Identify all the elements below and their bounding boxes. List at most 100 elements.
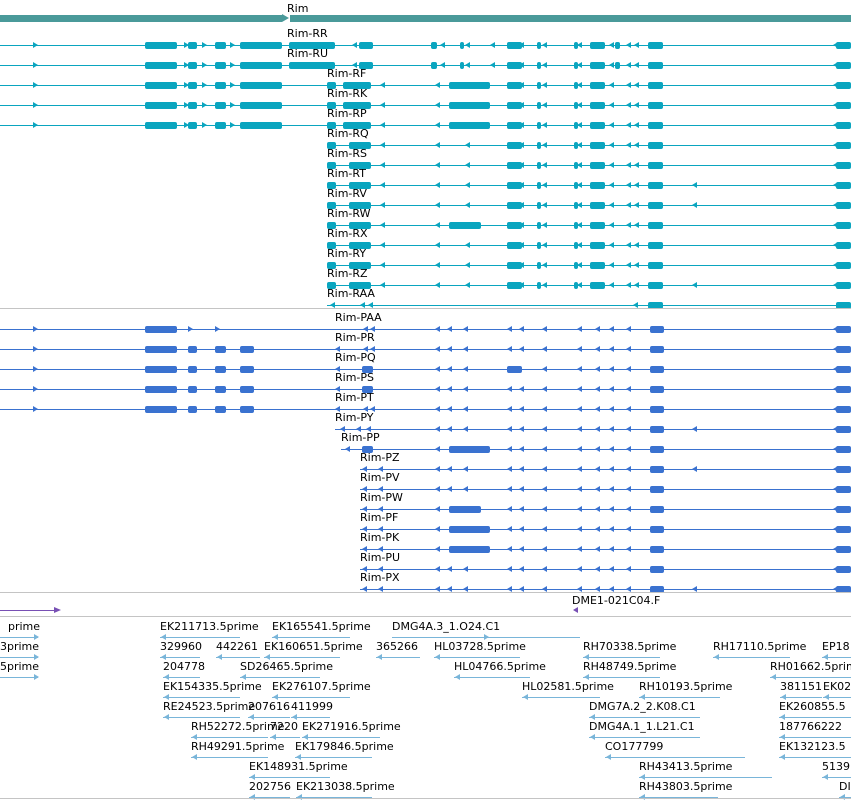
est-label[interactable]: HL04766.5prime (454, 660, 546, 673)
est-label[interactable]: RE24523.5prime (163, 700, 256, 713)
est-feature[interactable] (434, 652, 520, 664)
est-label[interactable]: 365266 (376, 640, 418, 653)
est-feature[interactable] (295, 752, 372, 764)
transcript-feature[interactable] (341, 444, 851, 456)
est-feature[interactable] (770, 672, 851, 684)
est-label[interactable]: EK148931.5prime (249, 760, 348, 773)
est-label[interactable]: EK276107.5prime (272, 680, 371, 693)
est-label[interactable]: RH52272.5prime (191, 720, 285, 733)
est-feature[interactable] (249, 792, 290, 800)
transcript-label[interactable]: Rim-RAA (327, 287, 375, 300)
transcript-feature[interactable] (360, 464, 851, 476)
est-feature[interactable] (639, 792, 718, 800)
est-feature[interactable] (160, 632, 240, 644)
transcript-feature[interactable] (0, 80, 851, 92)
transcript-label[interactable]: Rim-PZ (360, 451, 400, 464)
est-feature[interactable] (163, 692, 240, 704)
est-label[interactable]: 204778 (163, 660, 205, 673)
transcript-label[interactable]: Rim-RK (327, 87, 368, 100)
est-feature[interactable] (522, 692, 600, 704)
transcript-feature[interactable] (360, 584, 851, 596)
est-label[interactable]: EP18 (822, 640, 850, 653)
transcript-feature[interactable] (0, 384, 851, 396)
est-feature[interactable] (454, 672, 530, 684)
transcript-feature[interactable] (0, 60, 851, 72)
est-feature[interactable] (779, 732, 851, 744)
est-feature[interactable] (583, 652, 660, 664)
est-label[interactable]: RH17110.5prime (713, 640, 807, 653)
est-label[interactable]: CO177799 (605, 740, 664, 753)
transcript-feature[interactable] (360, 484, 851, 496)
transcript-label[interactable]: Rim-RP (327, 107, 367, 120)
est-feature[interactable] (240, 672, 320, 684)
est-label[interactable]: EK165541.5prime (272, 620, 371, 633)
est-label[interactable]: 5prime (0, 660, 40, 673)
transcript-label[interactable]: Rim-PV (360, 471, 400, 484)
transcript-feature[interactable] (327, 300, 851, 312)
est-label[interactable]: 381151 (780, 680, 822, 693)
est-feature[interactable] (272, 632, 350, 644)
transcript-feature[interactable] (327, 200, 851, 212)
transcript-feature[interactable] (360, 504, 851, 516)
est-label[interactable]: EK160651.5prime (264, 640, 363, 653)
est-feature[interactable] (302, 732, 380, 744)
est-feature[interactable] (639, 772, 772, 784)
transcript-feature[interactable] (360, 524, 851, 536)
est-label[interactable]: RH43803.5prime (639, 780, 733, 793)
dme-small-feature[interactable] (573, 607, 578, 613)
transcript-label[interactable]: Rim-RZ (327, 267, 368, 280)
transcript-label[interactable]: Rim-PAA (335, 311, 382, 324)
est-label[interactable]: RH48749.5prime (583, 660, 677, 673)
est-feature[interactable] (822, 652, 851, 664)
transcript-feature[interactable] (0, 120, 851, 132)
transcript-label[interactable]: Rim-RR (287, 27, 328, 40)
est-label[interactable]: RH10193.5prime (639, 680, 733, 693)
transcript-feature[interactable] (360, 564, 851, 576)
est-label[interactable]: DMG7A.2_2.K08.C1 (589, 700, 696, 713)
transcript-feature[interactable] (327, 240, 851, 252)
transcript-label[interactable]: Rim-RV (327, 187, 367, 200)
transcript-label[interactable]: Rim-PU (360, 551, 401, 564)
est-label[interactable]: EK260855.5 (779, 700, 846, 713)
est-feature[interactable] (160, 652, 200, 664)
est-feature[interactable] (779, 712, 851, 724)
est-feature[interactable] (589, 732, 700, 744)
est-feature[interactable] (0, 672, 39, 684)
transcript-label[interactable]: Rim-PQ (335, 351, 376, 364)
transcript-feature[interactable] (0, 324, 851, 336)
est-feature[interactable] (823, 692, 851, 704)
transcript-label[interactable]: Rim-PS (335, 371, 374, 384)
est-label[interactable]: EK179846.5prime (295, 740, 394, 753)
transcript-feature[interactable] (327, 180, 851, 192)
est-feature[interactable] (0, 652, 39, 664)
est-feature[interactable] (713, 652, 790, 664)
est-feature[interactable] (248, 712, 290, 724)
transcript-feature[interactable] (327, 280, 851, 292)
est-feature[interactable] (272, 692, 350, 704)
transcript-label[interactable]: Rim-RS (327, 147, 368, 160)
est-feature[interactable] (392, 632, 580, 644)
est-feature[interactable] (270, 732, 300, 744)
est-feature[interactable] (163, 672, 200, 684)
est-label[interactable]: 207616 (248, 700, 290, 713)
est-feature[interactable] (639, 692, 720, 704)
transcript-feature[interactable] (0, 100, 851, 112)
transcript-label[interactable]: Rim-RY (327, 247, 367, 260)
est-label[interactable]: 5139 (822, 760, 850, 773)
transcript-feature[interactable] (327, 160, 851, 172)
est-label[interactable]: DMG4A.3_1.O24.C1 (392, 620, 501, 633)
transcript-label[interactable]: Rim-PF (360, 511, 399, 524)
est-label[interactable]: EK154335.5prime (163, 680, 262, 693)
transcript-feature[interactable] (0, 40, 851, 52)
est-feature[interactable] (583, 672, 660, 684)
est-feature[interactable] (296, 792, 372, 800)
est-label[interactable]: EK211713.5prime (160, 620, 259, 633)
est-feature[interactable] (605, 752, 745, 764)
gene-label[interactable]: Rim (287, 2, 309, 15)
transcript-feature[interactable] (360, 544, 851, 556)
est-label[interactable]: HL02581.5prime (522, 680, 614, 693)
est-label[interactable]: 202756 (249, 780, 291, 793)
transcript-feature[interactable] (327, 140, 851, 152)
est-label[interactable]: 7220 (270, 720, 298, 733)
est-label[interactable]: EK02 (823, 680, 851, 693)
